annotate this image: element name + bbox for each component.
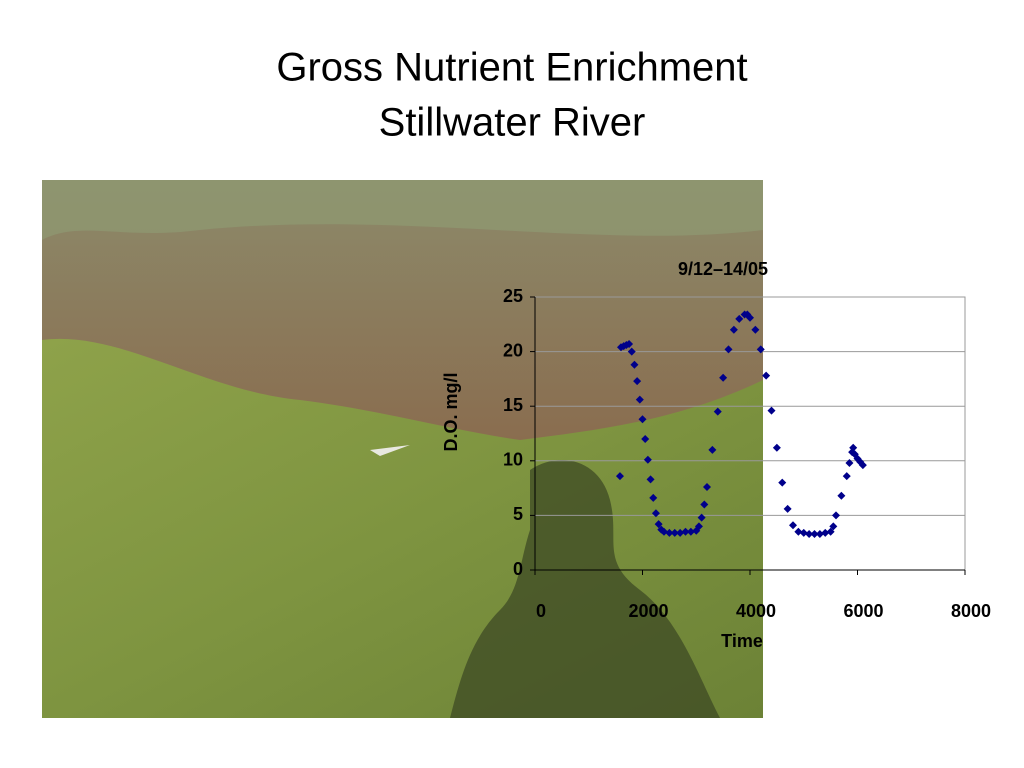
x-tick-label: 0 <box>536 601 546 621</box>
data-point <box>762 371 771 380</box>
data-point <box>635 395 644 404</box>
data-point <box>713 407 722 416</box>
chart-title: 9/12–14/05 <box>678 259 768 279</box>
data-point <box>826 527 835 536</box>
data-point <box>799 528 808 537</box>
data-point <box>794 527 803 536</box>
data-point <box>627 347 636 356</box>
data-point <box>676 528 685 537</box>
data-point <box>837 491 846 500</box>
data-point <box>783 504 792 513</box>
y-tick-label: 5 <box>513 504 523 524</box>
data-point <box>641 434 650 443</box>
data-point <box>829 522 838 531</box>
data-point <box>708 445 717 454</box>
slide-title: Gross Nutrient Enrichment <box>276 46 747 90</box>
data-point <box>815 529 824 538</box>
x-tick-label: 4000 <box>736 601 776 621</box>
data-point <box>703 483 711 492</box>
photo <box>42 180 763 718</box>
y-tick-label: 15 <box>503 395 523 415</box>
data-point <box>719 373 728 382</box>
data-point <box>767 406 776 415</box>
data-point <box>646 475 655 484</box>
y-tick-label: 10 <box>503 450 523 470</box>
data-point <box>686 527 695 536</box>
data-point <box>778 478 787 487</box>
slide-subtitle: Stillwater River <box>379 101 646 145</box>
data-point <box>746 313 754 322</box>
data-point <box>643 455 652 464</box>
data-point <box>670 528 679 537</box>
x-axis-label: Time <box>721 631 763 651</box>
data-point <box>694 522 703 531</box>
data-point <box>858 461 867 470</box>
data-point <box>849 443 858 452</box>
data-point <box>615 472 624 481</box>
data-point <box>821 528 830 537</box>
data-point <box>751 325 760 334</box>
data-point <box>845 458 854 467</box>
data-point <box>638 415 647 424</box>
data-point <box>681 527 690 536</box>
data-point <box>630 360 639 369</box>
y-tick-label: 20 <box>503 340 523 360</box>
data-point <box>665 528 674 537</box>
data-point <box>810 529 819 538</box>
data-point <box>772 443 781 452</box>
data-point <box>700 500 709 509</box>
data-point <box>789 521 797 530</box>
y-axis-label: D.O. mg/l <box>441 372 461 451</box>
y-tick-label: 0 <box>513 559 523 579</box>
data-point <box>697 513 706 522</box>
data-point <box>735 314 744 323</box>
data-point <box>651 509 660 518</box>
data-point <box>729 325 738 334</box>
chart: 0 5 10 15 20 25 0 2000 4000 6000 8000 9/12–14/05 Tim… <box>441 259 991 651</box>
x-tick-label: 6000 <box>843 601 883 621</box>
data-point <box>660 527 668 536</box>
data-point <box>654 520 663 529</box>
data-point <box>649 493 658 502</box>
x-tick-label: 8000 <box>951 601 991 621</box>
x-tick-label: 2000 <box>628 601 668 621</box>
data-point <box>756 345 765 354</box>
data-point <box>832 511 840 520</box>
data-point <box>633 377 642 386</box>
data-point <box>625 339 634 348</box>
data-point <box>805 529 814 538</box>
data-point <box>842 472 851 481</box>
y-tick-label: 25 <box>503 286 523 306</box>
data-point <box>724 345 733 354</box>
